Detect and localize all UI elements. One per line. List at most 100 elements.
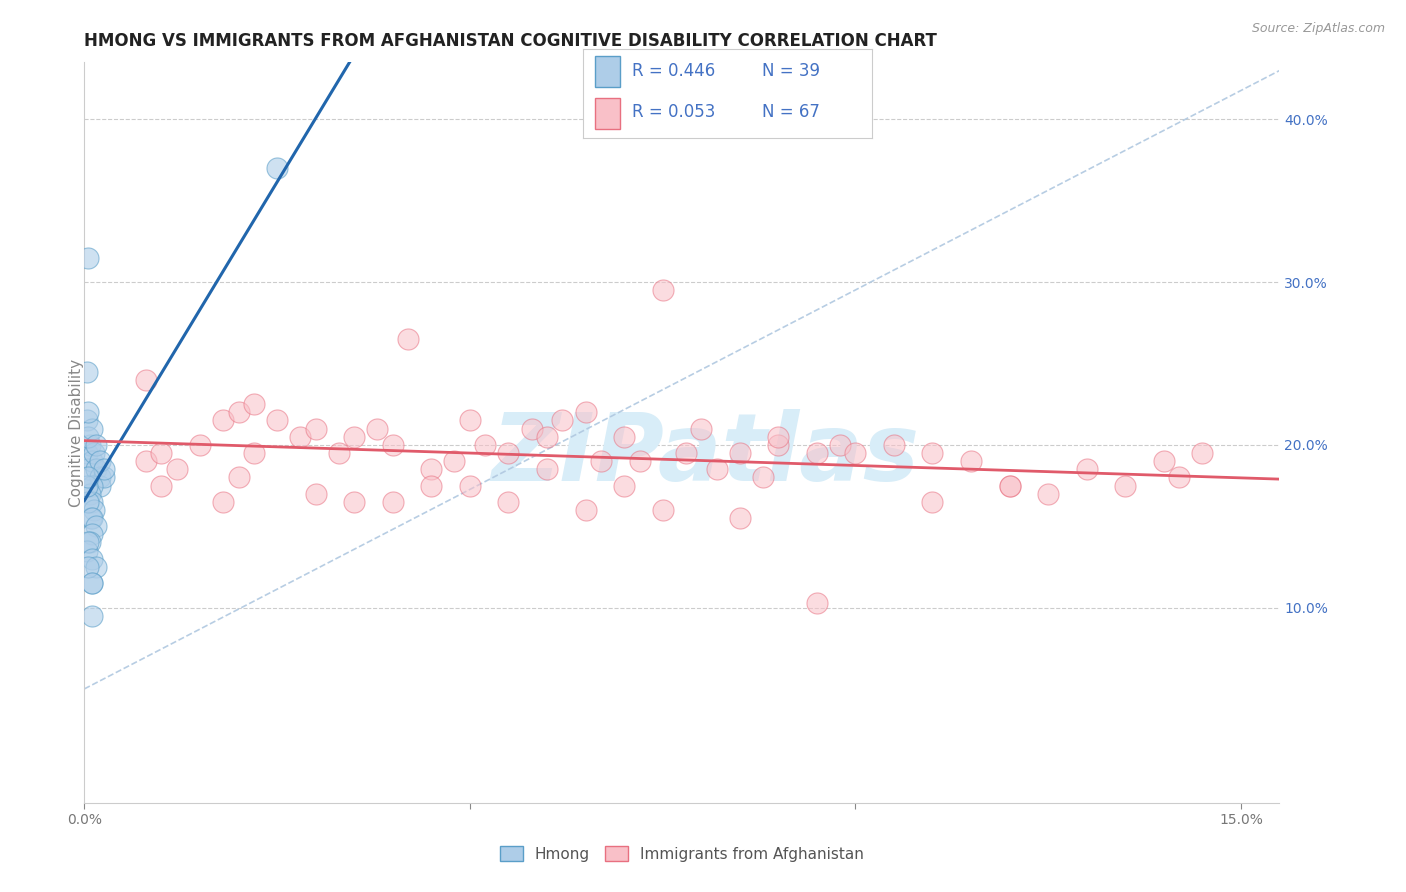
Y-axis label: Cognitive Disability: Cognitive Disability [69, 359, 83, 507]
Point [76, 478, 98, 492]
Point [651, 283, 673, 297]
Point [366, 421, 388, 435]
Bar [595, 56, 620, 87]
Point [83, 503, 105, 517]
Point [828, 438, 851, 452]
Point [305, 486, 328, 500]
Point [728, 446, 751, 460]
Point [536, 430, 558, 444]
Point [135, 373, 157, 387]
Point [93, 462, 115, 476]
Point [80, 421, 103, 435]
Point [76, 446, 98, 460]
Point [806, 596, 828, 610]
Text: R = 0.053: R = 0.053 [633, 103, 716, 121]
Point [89, 478, 111, 492]
Point [76, 543, 98, 558]
Point [706, 462, 728, 476]
Point [443, 454, 465, 468]
Point [396, 332, 419, 346]
Point [243, 397, 266, 411]
Point [79, 535, 101, 549]
Point [574, 405, 596, 419]
Point [420, 478, 443, 492]
Point [343, 495, 366, 509]
Point [768, 438, 790, 452]
Point [135, 454, 157, 468]
Text: ZIPatlas: ZIPatlas [492, 409, 920, 500]
Point [212, 413, 235, 427]
Point [844, 446, 866, 460]
Point [89, 454, 111, 468]
Point [690, 421, 713, 435]
Text: N = 39: N = 39 [762, 62, 820, 80]
Point [498, 446, 520, 460]
Point [628, 454, 651, 468]
Point [77, 495, 100, 509]
Point [80, 576, 103, 591]
Point [77, 251, 100, 265]
Point [77, 462, 100, 476]
Point [1076, 462, 1098, 476]
Point [474, 438, 496, 452]
Point [381, 438, 404, 452]
Bar [595, 98, 620, 129]
Point [551, 413, 574, 427]
Point [228, 405, 250, 419]
Point [381, 495, 404, 509]
Point [613, 430, 636, 444]
Point [80, 608, 103, 623]
Point [77, 470, 100, 484]
Point [77, 405, 100, 419]
Point [266, 161, 288, 176]
Point [80, 527, 103, 541]
Point [84, 519, 107, 533]
Point [536, 462, 558, 476]
Point [166, 462, 188, 476]
Point [921, 495, 943, 509]
Point [752, 470, 775, 484]
Point [1114, 478, 1136, 492]
Point [806, 446, 828, 460]
Point [883, 438, 905, 452]
Point [420, 462, 443, 476]
Point [343, 430, 366, 444]
Text: Source: ZipAtlas.com: Source: ZipAtlas.com [1251, 22, 1385, 36]
Point [960, 454, 983, 468]
Point [1036, 486, 1059, 500]
Point [1168, 470, 1191, 484]
Point [613, 478, 636, 492]
Point [150, 478, 173, 492]
Point [79, 438, 101, 452]
Point [243, 446, 266, 460]
Point [266, 413, 288, 427]
Point [921, 446, 943, 460]
Text: N = 67: N = 67 [762, 103, 820, 121]
Point [290, 430, 312, 444]
Point [84, 559, 107, 574]
Point [76, 365, 98, 379]
Point [458, 413, 481, 427]
Point [305, 421, 328, 435]
Point [84, 462, 107, 476]
Point [150, 446, 173, 460]
Point [228, 470, 250, 484]
Point [80, 511, 103, 525]
Point [520, 421, 543, 435]
Point [188, 438, 211, 452]
Point [80, 454, 103, 468]
Text: R = 0.446: R = 0.446 [633, 62, 716, 80]
Point [998, 478, 1021, 492]
Point [458, 478, 481, 492]
Point [80, 576, 103, 591]
Point [80, 551, 103, 566]
Point [498, 495, 520, 509]
Point [1191, 446, 1213, 460]
Point [328, 446, 350, 460]
Point [89, 470, 111, 484]
Point [212, 495, 235, 509]
Point [84, 438, 107, 452]
Point [651, 503, 673, 517]
Point [1153, 454, 1175, 468]
Text: HMONG VS IMMIGRANTS FROM AFGHANISTAN COGNITIVE DISABILITY CORRELATION CHART: HMONG VS IMMIGRANTS FROM AFGHANISTAN COG… [84, 32, 938, 50]
